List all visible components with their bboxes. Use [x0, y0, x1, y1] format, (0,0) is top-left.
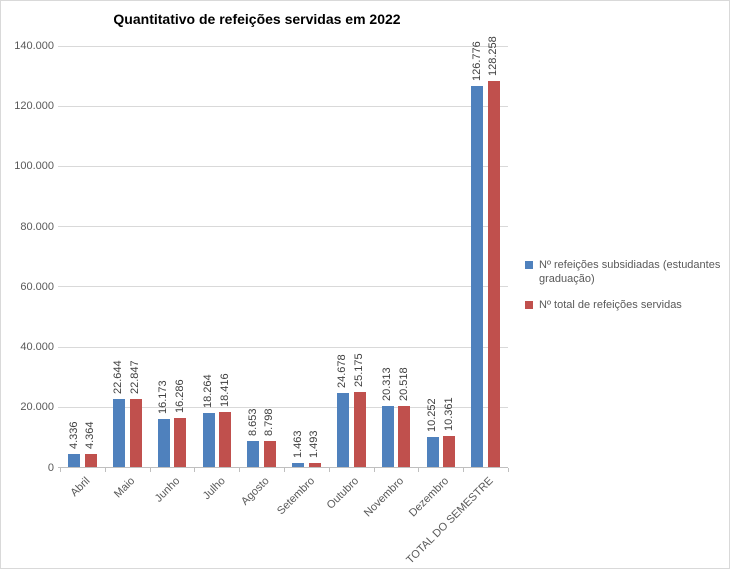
category-label: Setembro [274, 475, 317, 518]
bar-value-label: 22.644 [112, 360, 125, 395]
x-axis-tick [463, 468, 465, 472]
bar-total-7 [398, 405, 411, 468]
bar-value-label: 4.336 [67, 421, 80, 450]
bar-subsidized-6 [336, 393, 349, 468]
category-label: Abril [68, 475, 93, 500]
bar-value-label: 4.364 [84, 421, 97, 450]
legend-item-subsidized: Nº refeições subsidiadas (estudantes gra… [525, 258, 725, 287]
y-axis-tick-label: 40.000 [20, 341, 54, 354]
y-gridline [58, 226, 508, 228]
y-gridline [58, 165, 508, 167]
y-gridline [58, 346, 508, 348]
y-axis-tick-label: 80.000 [20, 220, 54, 233]
bar-value-label: 10.252 [426, 397, 438, 432]
bar-value-label: 1.463 [291, 430, 304, 459]
bar-subsidized-3 [202, 412, 215, 468]
bar-value-label: 22.847 [129, 360, 141, 394]
bar-total-0 [84, 454, 97, 468]
x-axis-tick [508, 468, 509, 472]
bar-subsidized-2 [157, 418, 170, 468]
y-axis-tick-label: 140.000 [14, 40, 54, 52]
category-label: Junho [152, 475, 183, 505]
bar-value-label: 20.518 [397, 367, 410, 401]
bar-value-label: 128.258 [487, 36, 500, 77]
legend-label-subsidized: Nº refeições subsidiadas (estudantes gra… [539, 259, 721, 286]
x-axis-tick [149, 468, 151, 472]
y-gridline [58, 406, 508, 408]
y-gridline [58, 105, 508, 107]
bar-subsidized-7 [381, 406, 394, 468]
bar-subsidized-1 [112, 399, 125, 468]
bar-total-8 [443, 436, 456, 468]
bar-subsidized-8 [426, 436, 439, 468]
bar-subsidized-4 [247, 441, 260, 468]
category-label: Dezembro [406, 475, 452, 520]
bar-total-1 [129, 398, 142, 468]
bar-value-label: 25.175 [353, 353, 365, 387]
bar-value-label: 16.286 [173, 379, 186, 414]
legend-label-total: Nº total de refeições servidas [539, 298, 682, 311]
legend: Nº refeições subsidiadas (estudantes gra… [525, 258, 725, 323]
legend-item-total: Nº total de refeições servidas [525, 298, 725, 312]
bar-total-4 [263, 441, 276, 468]
bar-value-label: 20.313 [381, 367, 394, 402]
bar-value-label: 10.361 [442, 397, 455, 432]
bar-value-label: 18.416 [218, 373, 231, 408]
bar-value-label: 1.493 [308, 430, 321, 458]
category-label: Outubro [325, 475, 362, 512]
y-axis-tick-label: 120.000 [14, 100, 54, 113]
bar-subsidized-0 [68, 454, 81, 468]
x-axis-tick [373, 468, 375, 472]
bar-total-2 [174, 418, 187, 468]
category-label: TOTAL DO SEMESTRE [404, 475, 497, 567]
category-label: Agosto [239, 475, 273, 508]
bar-value-label: 126.776 [470, 41, 483, 81]
bar-value-label: 24.678 [336, 354, 349, 389]
bar-total-6 [353, 391, 366, 468]
y-axis-tick-label: 100.000 [14, 160, 54, 173]
y-gridline [58, 286, 508, 288]
y-gridline [58, 45, 508, 47]
x-axis-tick [328, 468, 330, 472]
x-axis-tick [239, 468, 241, 472]
bar-total-5 [308, 463, 321, 468]
y-axis-tick-label: 60.000 [20, 280, 54, 293]
x-axis-tick [194, 468, 196, 472]
x-axis-tick [418, 468, 420, 472]
bar-value-label: 8.798 [263, 408, 276, 436]
bar-total-9 [487, 81, 500, 468]
chart-title: Quantitativo de refeições servidas em 20… [113, 11, 401, 27]
bar-subsidized-5 [292, 463, 305, 468]
y-axis-tick-label: 0 [47, 461, 54, 474]
bar-value-label: 18.264 [202, 373, 214, 408]
bar-value-label: 16.173 [157, 380, 170, 414]
bar-subsidized-9 [471, 85, 484, 468]
legend-swatch-blue-icon [525, 261, 533, 269]
category-label: Maio [112, 475, 138, 501]
category-label: Julho [200, 475, 228, 503]
bar-value-label: 8.653 [246, 408, 259, 437]
x-axis-tick [284, 468, 285, 472]
x-axis-tick [60, 468, 61, 472]
bar-total-3 [219, 412, 232, 468]
category-label: Novembro [362, 475, 407, 520]
legend-swatch-red-icon [525, 300, 533, 309]
x-axis-tick [104, 468, 106, 472]
x-axis-line [58, 467, 508, 468]
y-axis-tick-label: 20.000 [20, 401, 54, 414]
